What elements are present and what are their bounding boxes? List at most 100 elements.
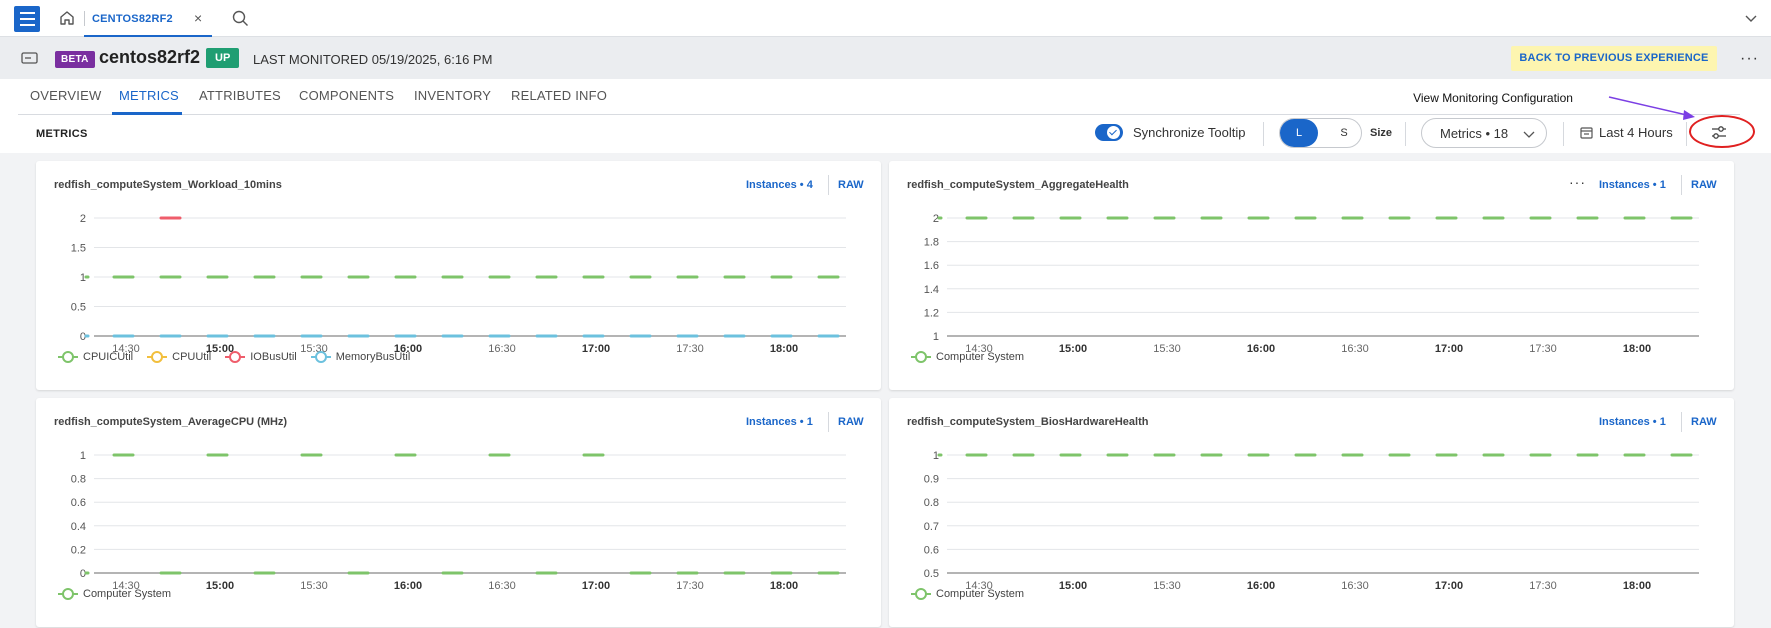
tab-metrics[interactable]: METRICS [119, 88, 179, 103]
sync-tooltip-toggle[interactable] [1095, 124, 1123, 141]
chart-title: redfish_computeSystem_Workload_10mins [54, 179, 282, 191]
y-tick-label: 0.8 [924, 497, 939, 509]
legend-label: Computer System [936, 351, 1025, 363]
legend-marker-icon [147, 351, 168, 363]
home-icon[interactable] [58, 9, 76, 27]
legend-label: Computer System [83, 588, 172, 600]
calendar-icon [1580, 127, 1593, 139]
tab-related-info[interactable]: RELATED INFO [511, 88, 608, 103]
legend-label: CPUUtil [172, 351, 212, 363]
x-tick-label: 17:30 [1529, 580, 1557, 592]
nav-border [18, 114, 1740, 115]
more-icon[interactable]: ··· [1569, 174, 1586, 190]
legend-label: IOBusUtil [250, 351, 297, 363]
x-tick-label: 16:00 [394, 343, 422, 355]
chart-plot: 0 0.2 0.4 0.6 0.8 1 14:30 15:00 15:30 16:00 16:30 1… [71, 450, 846, 592]
card-divider [1681, 412, 1682, 432]
size-toggle: L S [1279, 118, 1362, 148]
device-tab-label: CENTOS82RF2 [92, 13, 173, 25]
instances-link[interactable]: Instances • 1 [1599, 179, 1666, 191]
x-tick-label: 17:00 [582, 343, 610, 355]
toolbar-divider [1405, 122, 1406, 146]
device-tab[interactable]: CENTOS82RF2 × [84, 0, 212, 37]
x-tick-label: 16:30 [488, 580, 516, 592]
toggle-knob [1107, 126, 1120, 139]
toolbar-divider [1563, 122, 1564, 146]
time-range-selector[interactable]: Last 4 Hours [1599, 125, 1673, 140]
more-icon[interactable]: ··· [1740, 50, 1759, 67]
x-tick-label: 15:30 [1153, 580, 1181, 592]
card-divider [1681, 175, 1682, 195]
x-tick-label: 15:30 [300, 580, 328, 592]
instances-link[interactable]: Instances • 1 [1599, 416, 1666, 428]
y-tick-label: 0.4 [71, 521, 86, 533]
instances-link[interactable]: Instances • 1 [746, 416, 813, 428]
x-tick-label: 14:30 [965, 343, 993, 355]
legend-label: MemoryBusUtil [335, 351, 411, 363]
legend-marker-icon [58, 351, 78, 363]
size-large-button[interactable]: L [1280, 119, 1318, 147]
y-tick-label: 1 [933, 450, 939, 462]
menu-icon[interactable] [14, 6, 40, 32]
chart-plot: 0.5 0.6 0.7 0.8 0.9 1 14:30 15:00 15:30 16:00 16:3… [924, 450, 1699, 592]
raw-link[interactable]: RAW [1691, 416, 1717, 428]
y-tick-label: 0.5 [71, 302, 86, 314]
instances-link[interactable]: Instances • 4 [746, 179, 813, 191]
legend-label: Computer System [936, 588, 1025, 600]
x-tick-label: 14:30 [112, 580, 140, 592]
search-icon[interactable] [231, 9, 250, 28]
x-tick-label: 15:00 [206, 343, 234, 355]
chart-legend: Computer System [911, 351, 1024, 363]
x-tick-label: 16:30 [1341, 343, 1369, 355]
chart-legend: Computer System [911, 588, 1024, 600]
x-tick-label: 15:00 [1059, 343, 1087, 355]
x-tick-label: 17:00 [582, 580, 610, 592]
back-to-previous-button[interactable]: BACK TO PREVIOUS EXPERIENCE [1511, 46, 1717, 71]
tab-attributes[interactable]: ATTRIBUTES [199, 88, 281, 103]
last-monitored: LAST MONITORED 05/19/2025, 6:16 PM [253, 52, 493, 67]
raw-link[interactable]: RAW [838, 179, 864, 191]
size-small-button[interactable]: S [1340, 127, 1348, 139]
x-tick-label: 14:30 [965, 580, 993, 592]
chart-legend: CPUICUtil CPUUtil IOBusUtil MemoryBusUtil [58, 351, 410, 363]
legend-item-cpuutil[interactable]: CPUUtil [147, 351, 211, 363]
metrics-dropdown[interactable]: Metrics • 18 [1421, 118, 1547, 148]
metrics-toolbar: METRICS Synchronize Tooltip L S Size Met… [0, 115, 1771, 153]
x-tick-label: 18:00 [1623, 343, 1651, 355]
x-tick-label: 16:00 [1247, 343, 1275, 355]
x-tick-label: 17:30 [676, 580, 704, 592]
legend-item-memorybusutil[interactable]: MemoryBusUtil [310, 351, 411, 363]
beta-badge: BETA [55, 51, 95, 68]
legend-item-computer-system[interactable]: Computer System [58, 588, 171, 600]
y-tick-label: 0.7 [924, 521, 939, 533]
raw-link[interactable]: RAW [838, 416, 864, 428]
monitoring-config-tooltip: View Monitoring Configuration [1397, 87, 1589, 109]
legend-marker-icon [225, 351, 246, 363]
legend-marker-icon [911, 588, 931, 600]
legend-item-iobusutil[interactable]: IOBusUtil [225, 351, 297, 363]
x-tick-label: 16:00 [1247, 580, 1275, 592]
size-label: Size [1370, 127, 1393, 139]
tab-components[interactable]: COMPONENTS [299, 88, 395, 103]
x-tick-label: 16:30 [488, 343, 516, 355]
tab-overview[interactable]: OVERVIEW [30, 88, 102, 103]
legend-item-cpuicutil[interactable]: CPUICUtil [58, 351, 133, 363]
x-tick-label: 18:00 [1623, 580, 1651, 592]
x-tick-label: 17:00 [1435, 580, 1463, 592]
tab-inventory[interactable]: INVENTORY [414, 88, 492, 103]
device-name: centos82rf2 [99, 47, 201, 67]
legend-item-computer-system[interactable]: Computer System [911, 351, 1024, 363]
highlight-ellipse [1689, 115, 1755, 148]
chart-card-bios-hardware-health: redfish_computeSystem_BiosHardwareHealth… [889, 398, 1734, 627]
metrics-heading: METRICS [36, 128, 88, 140]
close-icon[interactable]: × [194, 10, 203, 26]
raw-link[interactable]: RAW [1691, 179, 1717, 191]
y-tick-label: 1.8 [924, 237, 939, 249]
toolbar-divider [1263, 122, 1264, 146]
y-tick-label: 2 [933, 213, 939, 225]
chevron-down-icon[interactable] [1744, 11, 1758, 25]
y-tick-label: 2 [80, 213, 86, 225]
chart-card-aggregate-health: redfish_computeSystem_AggregateHealth ···… [889, 161, 1734, 390]
legend-marker-icon [911, 351, 931, 363]
legend-item-computer-system[interactable]: Computer System [911, 588, 1024, 600]
